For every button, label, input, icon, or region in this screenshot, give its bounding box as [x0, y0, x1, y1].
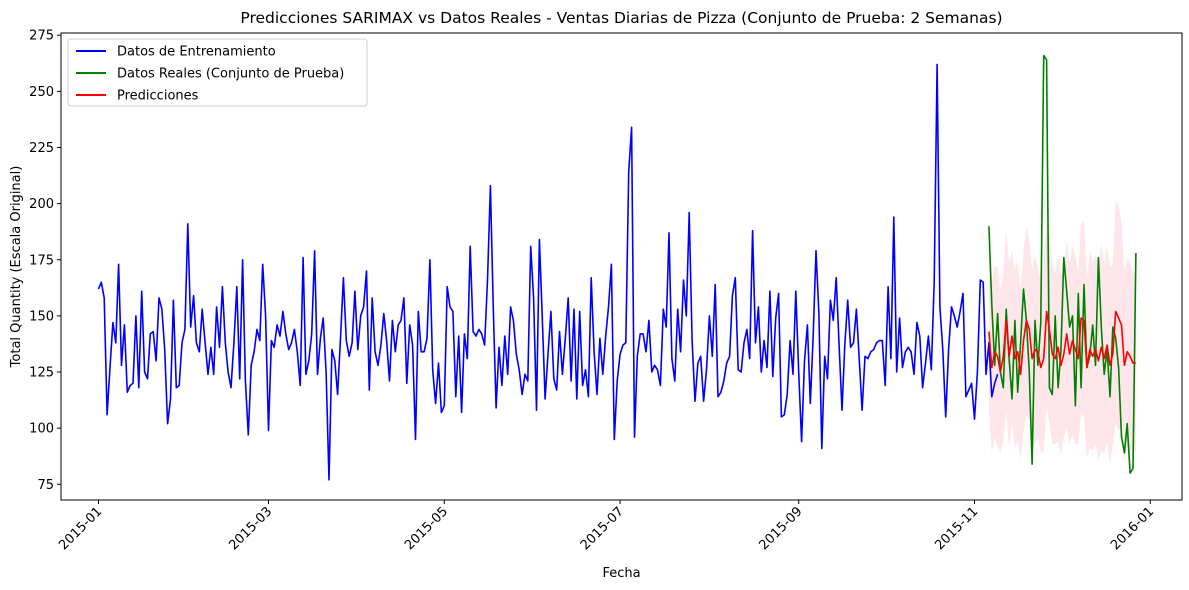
legend-label: Datos Reales (Conjunto de Prueba) [117, 67, 344, 82]
y-tick-label: 75 [37, 478, 54, 493]
y-axis: 75 100 125 150 175 200 225 250 275 [29, 29, 61, 493]
y-tick-label: 175 [29, 253, 54, 268]
legend-label: Datos de Entrenamiento [117, 45, 276, 60]
legend-box [67, 38, 368, 107]
chart-title: Predicciones SARIMAX vs Datos Reales - V… [240, 9, 1002, 27]
legend-label: Predicciones [117, 89, 199, 104]
legend: Datos de Entrenamiento Datos Reales (Conj… [67, 38, 368, 107]
y-tick-label: 150 [29, 309, 54, 324]
plot-frame [60, 32, 1183, 501]
y-tick-label: 225 [29, 141, 54, 156]
y-tick-label: 250 [29, 85, 54, 100]
y-tick-label: 275 [29, 29, 54, 44]
y-tick-label: 125 [29, 366, 54, 381]
y-tick-label: 200 [29, 197, 54, 212]
y-tick-label: 100 [29, 422, 54, 437]
series-lines [97, 54, 1137, 481]
y-axis-title: Total Quantity (Escala Original) [9, 166, 24, 369]
x-axis-title: Fecha [602, 566, 640, 581]
series-line-1 [97, 63, 999, 481]
series-line-3 [988, 310, 1136, 376]
